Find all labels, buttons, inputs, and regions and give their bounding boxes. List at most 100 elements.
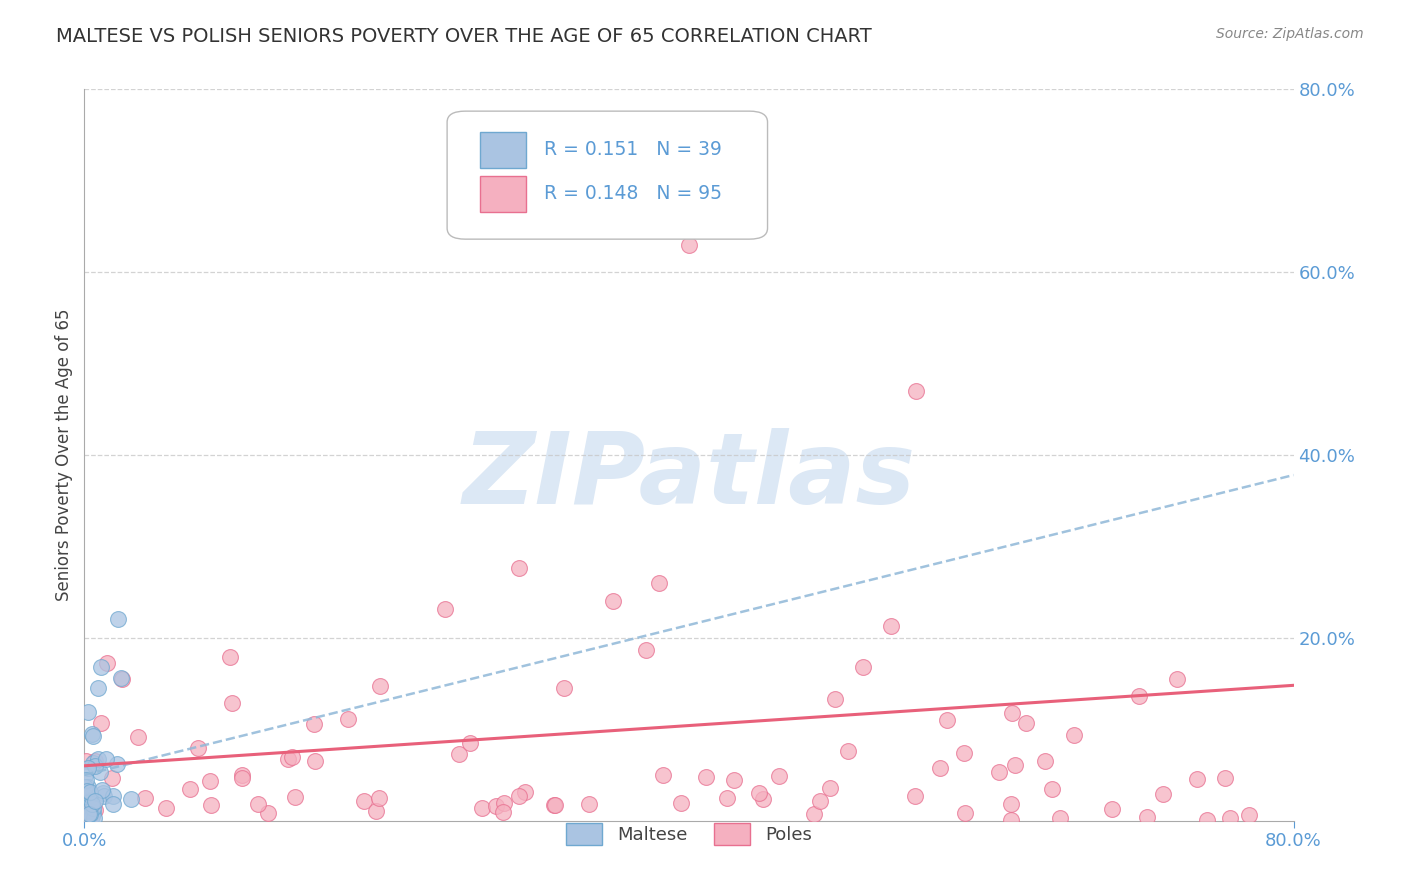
Poles <box>508 561 530 575</box>
Poles <box>80 798 103 813</box>
Poles <box>90 715 112 730</box>
Poles <box>471 801 494 815</box>
Maltese <box>82 797 104 811</box>
Poles <box>281 749 304 764</box>
Poles <box>1101 802 1123 816</box>
Poles <box>155 801 177 815</box>
Poles <box>752 792 775 806</box>
Maltese <box>84 759 107 773</box>
Maltese <box>75 767 97 781</box>
Poles <box>73 797 96 811</box>
Poles <box>953 747 976 761</box>
Maltese <box>76 814 98 828</box>
Text: R = 0.151   N = 39: R = 0.151 N = 39 <box>544 140 721 160</box>
Poles <box>1166 672 1188 686</box>
Text: MALTESE VS POLISH SENIORS POVERTY OVER THE AGE OF 65 CORRELATION CHART: MALTESE VS POLISH SENIORS POVERTY OVER T… <box>56 27 872 45</box>
Maltese <box>82 730 104 744</box>
Poles <box>1040 781 1063 796</box>
Poles <box>695 770 717 784</box>
Poles <box>458 736 481 750</box>
Poles <box>101 772 124 786</box>
Poles <box>221 697 243 711</box>
Maltese <box>77 806 100 821</box>
Poles <box>634 643 657 657</box>
Poles <box>449 747 471 762</box>
Poles <box>543 797 565 812</box>
Poles <box>366 805 388 819</box>
Maltese <box>79 785 101 799</box>
Poles <box>200 798 222 813</box>
Poles <box>1000 813 1022 827</box>
Poles <box>678 237 700 252</box>
Poles <box>988 765 1011 780</box>
Poles <box>824 691 846 706</box>
Poles <box>83 754 105 768</box>
Poles <box>84 803 107 817</box>
Poles <box>368 679 391 693</box>
Poles <box>75 754 97 768</box>
Maltese <box>80 727 103 741</box>
Poles <box>723 772 745 787</box>
Maltese <box>77 706 100 720</box>
Legend: Maltese, Poles: Maltese, Poles <box>560 815 818 852</box>
Maltese <box>96 752 118 766</box>
Poles <box>544 798 567 813</box>
Maltese <box>75 789 97 804</box>
Maltese <box>73 780 96 794</box>
Maltese <box>110 672 132 686</box>
Maltese <box>79 807 101 822</box>
Poles <box>302 717 325 731</box>
Poles <box>353 794 375 808</box>
Maltese <box>82 805 104 819</box>
Poles <box>1237 808 1260 822</box>
Poles <box>187 741 209 756</box>
Maltese <box>91 786 114 800</box>
Poles <box>256 805 278 820</box>
Maltese <box>91 783 114 797</box>
Maltese <box>90 660 112 674</box>
Poles <box>284 790 307 805</box>
Maltese <box>83 811 105 825</box>
Maltese <box>83 794 105 808</box>
Poles <box>1219 811 1241 825</box>
Poles <box>96 656 118 670</box>
Maltese <box>76 784 98 798</box>
Poles <box>198 773 221 788</box>
Maltese <box>82 801 104 815</box>
Poles <box>953 806 976 821</box>
Poles <box>1185 772 1208 786</box>
Poles <box>652 767 675 781</box>
Poles <box>219 649 242 664</box>
Poles <box>1128 689 1150 703</box>
Maltese <box>120 792 142 806</box>
Poles <box>492 805 515 819</box>
Maltese <box>80 794 103 808</box>
Poles <box>1136 810 1159 824</box>
Poles <box>79 806 101 821</box>
Maltese <box>107 613 129 627</box>
Maltese <box>93 789 115 803</box>
Poles <box>748 786 770 800</box>
Poles <box>768 769 790 783</box>
Poles <box>513 784 536 798</box>
Poles <box>79 809 101 823</box>
Y-axis label: Seniors Poverty Over the Age of 65: Seniors Poverty Over the Age of 65 <box>55 309 73 601</box>
Poles <box>508 789 530 803</box>
Poles <box>1049 811 1071 825</box>
Poles <box>1215 771 1237 785</box>
FancyBboxPatch shape <box>479 132 526 169</box>
Poles <box>1001 706 1024 721</box>
Poles <box>368 790 391 805</box>
Poles <box>134 791 156 805</box>
Maltese <box>79 789 101 803</box>
Poles <box>928 760 950 774</box>
Maltese <box>77 780 100 794</box>
Maltese <box>105 757 128 772</box>
Poles <box>434 601 457 615</box>
Poles <box>669 796 692 810</box>
Maltese <box>89 764 111 779</box>
Poles <box>808 794 831 808</box>
Maltese <box>80 809 103 823</box>
Poles <box>1195 814 1218 828</box>
Maltese <box>87 752 110 766</box>
